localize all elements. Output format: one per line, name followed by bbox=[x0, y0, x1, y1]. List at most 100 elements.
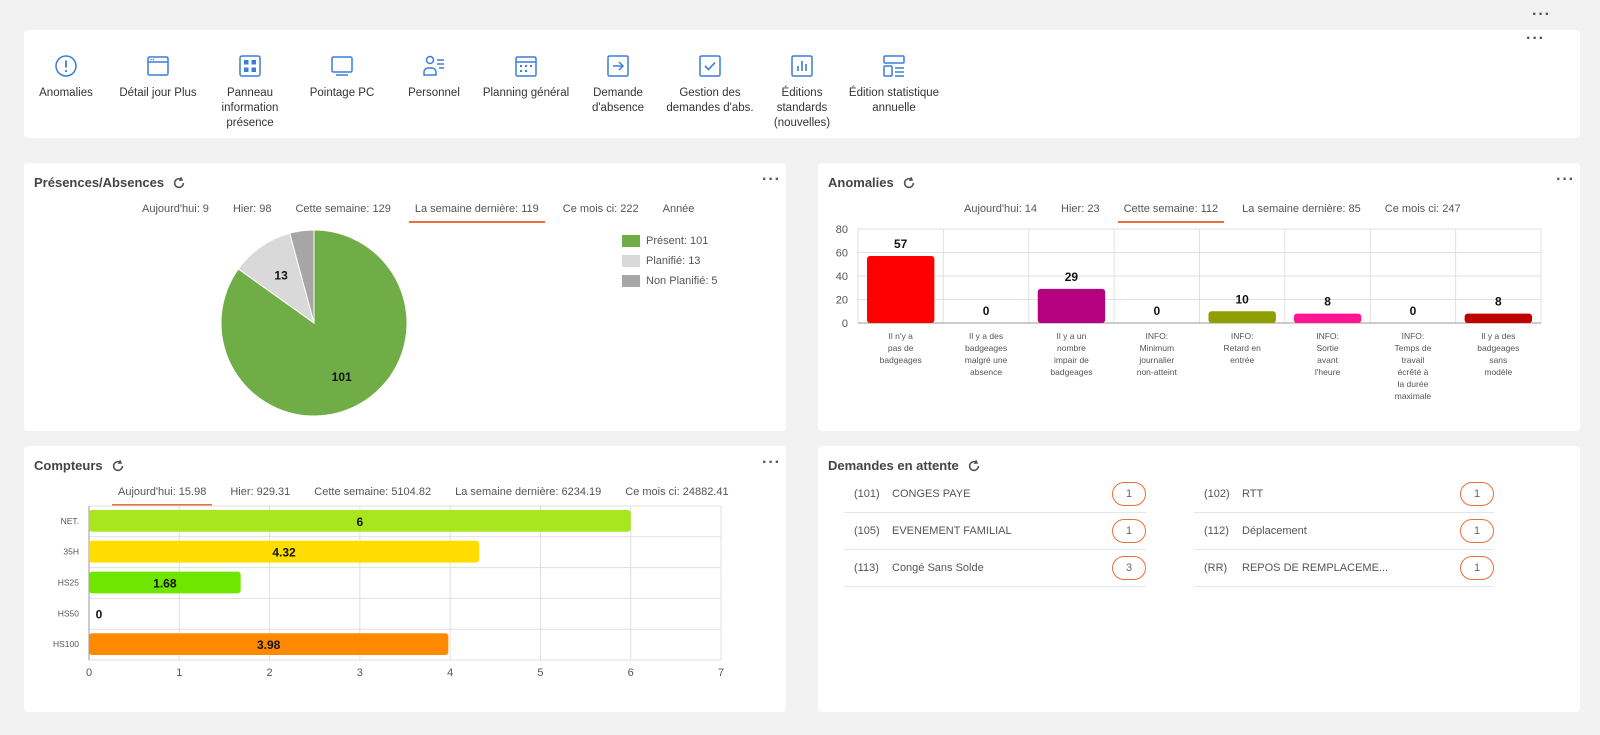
request-row[interactable]: (112) Déplacement 1 bbox=[1194, 513, 1494, 550]
tool-stats-doc[interactable]: Édition statistique annuelle bbox=[848, 48, 940, 116]
tool-monitor[interactable]: Pointage PC bbox=[296, 48, 388, 101]
pie-slice[interactable] bbox=[220, 229, 408, 417]
request-count-badge[interactable]: 1 bbox=[1112, 519, 1146, 543]
tool-browser-window[interactable]: Détail jour Plus bbox=[112, 48, 204, 101]
tool-grid[interactable]: Panneau information présence bbox=[204, 48, 296, 131]
x-category-label: INFO: bbox=[1402, 331, 1425, 341]
x-tick-label: 0 bbox=[86, 667, 92, 679]
x-category-label: travail bbox=[1402, 355, 1425, 365]
presences-tab[interactable]: Année bbox=[662, 203, 695, 215]
request-row[interactable]: (102) RTT 1 bbox=[1194, 476, 1494, 513]
request-row[interactable]: (113) Congé Sans Solde 3 bbox=[844, 550, 1146, 587]
refresh-icon[interactable] bbox=[111, 459, 125, 473]
request-row[interactable]: (RR) REPOS DE REMPLACEME... 1 bbox=[1194, 550, 1494, 587]
compteurs-tab[interactable]: Cette semaine: 5104.82 bbox=[314, 486, 432, 498]
compteurs-tab[interactable]: Ce mois ci: 24882.41 bbox=[625, 486, 729, 498]
legend-swatch bbox=[622, 255, 640, 267]
anomalies-panel: Anomalies ··· Aujourd'hui: 14 Hier: 23 Cet… bbox=[818, 163, 1580, 431]
bar[interactable] bbox=[1208, 311, 1276, 323]
anomalies-tab[interactable]: La semaine dernière: 85 bbox=[1242, 203, 1361, 215]
request-name: Déplacement bbox=[1242, 525, 1307, 537]
x-category-label: non-atteint bbox=[1137, 367, 1178, 377]
presences-title-row: Présences/Absences bbox=[34, 175, 186, 190]
x-tick-label: 6 bbox=[628, 667, 634, 679]
page-menu-icon[interactable]: ··· bbox=[1532, 6, 1551, 23]
request-name: REPOS DE REMPLACEME... bbox=[1242, 562, 1389, 574]
tool-label: Planning général bbox=[482, 87, 570, 99]
tool-checkbox[interactable]: Gestion des demandes d'abs. bbox=[664, 48, 756, 116]
bar[interactable] bbox=[1464, 313, 1532, 323]
grid-icon bbox=[239, 55, 261, 77]
legend-item[interactable]: Planifié: 13 bbox=[622, 255, 718, 267]
request-count-badge[interactable]: 1 bbox=[1460, 556, 1494, 580]
anomalies-tab[interactable]: Aujourd'hui: 14 bbox=[964, 203, 1038, 215]
bar[interactable] bbox=[1037, 288, 1106, 323]
y-tick-label: 40 bbox=[836, 271, 848, 283]
calendar-icon bbox=[515, 56, 537, 77]
bar[interactable] bbox=[89, 540, 480, 563]
tool-arrow-box[interactable]: Demande d'absence bbox=[572, 48, 664, 116]
presences-pie-chart: 101 13 bbox=[220, 229, 408, 417]
x-category-label: badgeages bbox=[1477, 343, 1519, 353]
request-row[interactable]: (105) EVENEMENT FAMILIAL 1 bbox=[844, 513, 1146, 550]
presences-tab[interactable]: Aujourd'hui: 9 bbox=[142, 203, 209, 215]
x-category-label: entrée bbox=[1230, 355, 1254, 365]
compteurs-tab[interactable]: Hier: 929.31 bbox=[230, 486, 291, 498]
pie-data-label: 13 bbox=[274, 269, 288, 283]
tool-label: Personnel bbox=[408, 87, 460, 99]
bar-value-label: 0 bbox=[96, 607, 103, 621]
legend-label: Planifié: 13 bbox=[646, 255, 701, 267]
refresh-icon[interactable] bbox=[902, 176, 916, 190]
legend-item[interactable]: Non Planifié: 5 bbox=[622, 275, 718, 287]
bar-value-label: 0 bbox=[1153, 304, 1160, 318]
x-category-label: Il n'y a bbox=[889, 331, 914, 341]
legend-item[interactable]: Présent: 101 bbox=[622, 235, 718, 247]
tool-bar-report[interactable]: Éditions standards (nouvelles) bbox=[756, 48, 848, 131]
refresh-icon[interactable] bbox=[967, 459, 981, 473]
request-code: (101) bbox=[854, 488, 880, 500]
shortcut-toolbar: ··· Anomalies Détail jour Plus Panneau inf… bbox=[24, 30, 1580, 138]
x-category-label: INFO: bbox=[1316, 331, 1339, 341]
x-category-label: Sortie bbox=[1316, 343, 1338, 353]
presences-tab[interactable]: Ce mois ci: 222 bbox=[562, 203, 639, 215]
compteurs-tab[interactable]: La semaine dernière: 6234.19 bbox=[455, 486, 602, 498]
request-count-badge[interactable]: 1 bbox=[1460, 519, 1494, 543]
anomalies-tab[interactable]: Hier: 23 bbox=[1061, 203, 1100, 215]
request-count-badge[interactable]: 1 bbox=[1460, 482, 1494, 506]
request-count-badge[interactable]: 1 bbox=[1112, 482, 1146, 506]
x-category-label: sans bbox=[1489, 355, 1507, 365]
compteurs-panel: Compteurs ··· Aujourd'hui: 15.98 Hier: 92… bbox=[24, 446, 786, 712]
presences-legend: Présent: 101 Planifié: 13 Non Planifié: 5 bbox=[622, 235, 718, 295]
anomalies-tab[interactable]: Ce mois ci: 247 bbox=[1384, 203, 1461, 215]
request-count-badge[interactable]: 3 bbox=[1112, 556, 1146, 580]
bar[interactable] bbox=[89, 571, 241, 594]
anomalies-menu-icon[interactable]: ··· bbox=[1556, 171, 1575, 188]
x-category-label: Minimum bbox=[1140, 343, 1174, 353]
bar[interactable] bbox=[867, 256, 935, 323]
presences-menu-icon[interactable]: ··· bbox=[762, 171, 781, 188]
presences-tab[interactable]: La semaine dernière: 119 bbox=[408, 203, 545, 223]
x-category-label: Il y a un bbox=[1057, 331, 1087, 341]
tool-label: Édition statistique annuelle bbox=[848, 87, 940, 114]
bar[interactable] bbox=[89, 633, 449, 655]
request-code: (105) bbox=[854, 525, 880, 537]
toolbar-menu-icon[interactable]: ··· bbox=[1526, 30, 1545, 47]
request-row[interactable]: (101) CONGES PAYE 1 bbox=[844, 476, 1146, 513]
tool-person-list[interactable]: Personnel bbox=[388, 48, 480, 101]
bar-value-label: 0 bbox=[983, 304, 990, 318]
presences-tab[interactable]: Hier: 98 bbox=[232, 203, 272, 215]
compteurs-bar-chart: 0 1 2 3 4 5 6 7 NET. 6 35H 4.32 HS25 1.68 HS50 0 HS100 3.… bbox=[53, 505, 724, 679]
anomalies-tab[interactable]: Cette semaine: 112 bbox=[1117, 203, 1225, 223]
pie-slice[interactable] bbox=[289, 229, 315, 324]
tool-alert-circle[interactable]: Anomalies bbox=[20, 48, 112, 101]
compteurs-menu-icon[interactable]: ··· bbox=[762, 454, 781, 471]
bar[interactable] bbox=[89, 510, 631, 532]
presences-tab[interactable]: Cette semaine: 129 bbox=[295, 203, 391, 215]
bar[interactable] bbox=[1293, 313, 1362, 323]
compteurs-tab[interactable]: Aujourd'hui: 15.98 bbox=[112, 486, 213, 506]
legend-swatch bbox=[622, 235, 640, 247]
refresh-icon[interactable] bbox=[172, 176, 186, 190]
x-category-label: maximale bbox=[1395, 391, 1432, 401]
bar-value-label: 8 bbox=[1324, 295, 1331, 309]
tool-calendar[interactable]: Planning général bbox=[480, 48, 572, 101]
